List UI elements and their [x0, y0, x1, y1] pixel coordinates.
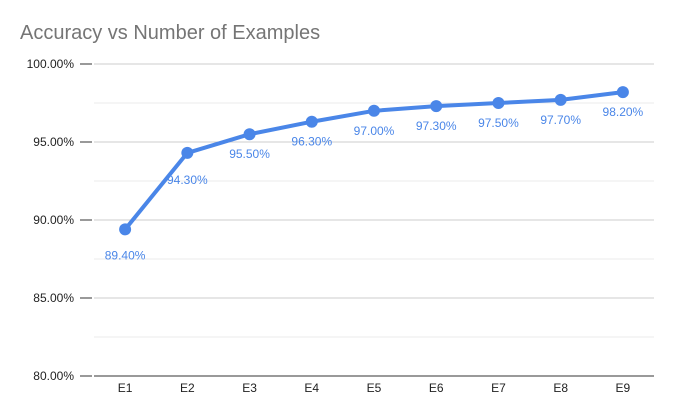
x-tick-label: E1 — [118, 381, 133, 395]
data-label: 95.50% — [229, 147, 270, 161]
gridlines — [94, 63, 654, 377]
data-label: 97.30% — [416, 119, 457, 133]
data-points — [119, 86, 629, 236]
data-point — [368, 104, 380, 117]
data-label: 97.00% — [354, 124, 395, 138]
x-tick-label: E4 — [304, 381, 319, 395]
x-tick-label: E3 — [242, 381, 257, 395]
data-label: 94.30% — [167, 173, 208, 187]
y-axis: 80.00% 85.00% 90.00% 95.00% 100.00% — [27, 57, 92, 383]
y-tick-label: 95.00% — [33, 135, 74, 149]
data-point — [554, 93, 567, 106]
x-axis: E1 E2 E3 E4 E5 E6 E7 E8 E9 — [94, 375, 654, 395]
chart-title: Accuracy vs Number of Examples — [20, 22, 320, 44]
data-point — [616, 86, 629, 99]
data-point — [243, 128, 256, 141]
x-tick-label: E5 — [367, 381, 382, 395]
x-tick-label: E9 — [616, 381, 631, 395]
x-tick-label: E8 — [553, 381, 568, 395]
data-label: 97.50% — [478, 116, 519, 130]
y-tick-label: 90.00% — [33, 213, 74, 227]
x-tick-label: E6 — [429, 381, 444, 395]
data-label: 97.70% — [540, 113, 581, 127]
data-point — [492, 97, 505, 109]
data-point — [305, 115, 318, 128]
x-tick-label: E2 — [180, 381, 195, 395]
data-point — [119, 223, 132, 236]
data-labels: 89.40% 94.30% 95.50% 96.30% 97.00% 97.30% 97.5… — [105, 105, 644, 262]
data-label: 98.20% — [603, 105, 644, 119]
data-label: 96.30% — [291, 135, 332, 149]
y-tick-label: 100.00% — [27, 57, 75, 71]
y-tick-label: 85.00% — [33, 291, 74, 305]
data-point — [181, 146, 194, 159]
data-label: 89.40% — [105, 248, 146, 262]
data-point — [430, 100, 443, 113]
y-tick-label: 80.00% — [33, 369, 74, 383]
x-tick-label: E7 — [491, 381, 506, 395]
